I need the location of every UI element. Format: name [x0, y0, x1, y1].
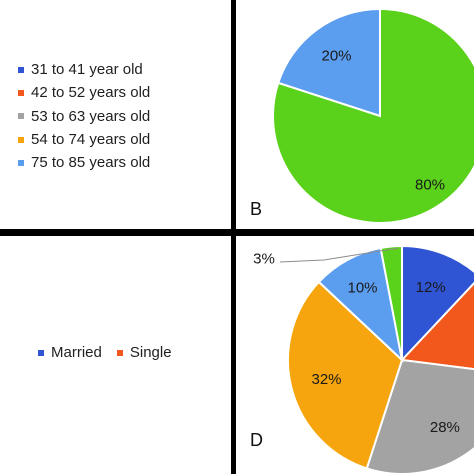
legend-label: 31 to 41 year old — [31, 61, 143, 79]
legend-label: 75 to 85 years old — [31, 154, 151, 172]
pie-slice-label: 32% — [311, 371, 341, 388]
age-group-legend: 31 to 41 year old 42 to 52 years old 53 … — [18, 58, 150, 174]
pie-slice-label: 80% — [415, 176, 445, 193]
legend-swatch — [18, 159, 24, 166]
legend-label: 42 to 52 years old — [31, 84, 151, 102]
pie-slice — [287, 280, 404, 470]
legend-label: 54 to 74 years old — [31, 131, 151, 149]
legend-label: Single — [129, 344, 172, 361]
pie-slice — [379, 244, 403, 361]
panel-b: 20% 80% B — [236, 0, 474, 229]
legend-swatch — [18, 89, 24, 96]
legend-item-single: Single — [116, 344, 172, 361]
panel-label-b: B — [250, 199, 263, 219]
pie-slice-label: 3% — [253, 251, 275, 268]
legend-swatch — [18, 136, 24, 143]
pie-slice — [276, 7, 381, 118]
legend-label: Married — [51, 344, 102, 361]
pie-slice-label: 28% — [430, 419, 460, 436]
legend-swatch — [116, 349, 123, 356]
legend-item-married: Married — [38, 344, 102, 361]
legend-swatch — [18, 66, 24, 73]
legend-item-31-41: 31 to 41 year old — [18, 58, 150, 81]
pie-slice — [317, 246, 404, 363]
pie-slice-label: 20% — [321, 48, 351, 65]
legend-item-54-74: 54 to 74 years old — [18, 128, 150, 151]
pie-slice — [401, 244, 474, 363]
marital-status-legend: Married Single — [38, 344, 187, 361]
legend-item-75-85: 75 to 85 years old — [18, 151, 150, 174]
panel-a: 31 to 41 year old 42 to 52 years old 53 … — [0, 0, 231, 229]
pie-chart-b: 20% 80% — [272, 7, 474, 224]
legend-swatch — [38, 349, 44, 356]
panel-label-d: D — [250, 430, 263, 450]
pie-chart-d: 12%15%28%32%10%3% — [253, 244, 474, 474]
legend-item-42-52: 42 to 52 years old — [18, 81, 150, 104]
pie-slice-label: 12% — [416, 279, 446, 296]
panel-d: 12%15%28%32%10%3% D — [236, 236, 474, 474]
pie-slice — [399, 281, 474, 371]
legend-item-53-63: 53 to 63 years old — [18, 105, 150, 128]
leader-line — [279, 247, 399, 263]
pie-slice — [272, 7, 474, 224]
legend-label: 53 to 63 years old — [31, 107, 151, 125]
panel-c: Married Single — [0, 236, 231, 474]
pie-slice-label: 10% — [347, 280, 377, 297]
legend-swatch — [18, 113, 24, 120]
